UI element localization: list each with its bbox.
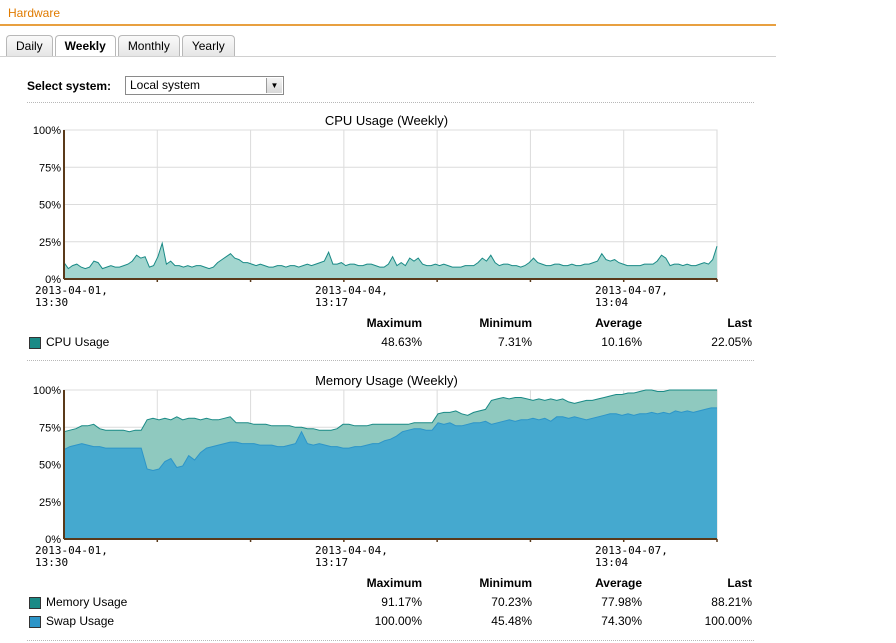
y-tick-label: 50% <box>39 460 61 472</box>
legend-label: Swap Usage <box>46 614 115 628</box>
tab-daily[interactable]: Daily <box>6 35 53 56</box>
x-tick-label: 13:17 <box>315 556 348 569</box>
system-select-value: Local system <box>130 78 201 92</box>
x-tick-label: 2013-04-07, <box>595 284 668 297</box>
x-tick-label: 2013-04-04, <box>315 544 388 557</box>
legend-label: Memory Usage <box>46 595 128 609</box>
y-tick-label: 75% <box>39 162 61 174</box>
x-tick-label: 13:04 <box>595 556 628 569</box>
divider <box>27 102 754 103</box>
stats-header-min: Minimum <box>479 576 532 590</box>
select-system-label: Select system: <box>27 79 112 93</box>
stats-row: Swap Usage 100.00% 45.48% 74.30% 100.00% <box>27 614 757 630</box>
series-line-swap-usage <box>63 407 717 472</box>
stats-header-avg: Average <box>595 576 642 590</box>
stat-last: 100.00% <box>704 614 752 628</box>
y-tick-label: 25% <box>39 497 61 509</box>
x-tick-label: 2013-04-04, <box>315 284 388 297</box>
y-tick-label: 0% <box>45 274 61 286</box>
chevron-down-icon[interactable]: ▼ <box>266 78 282 93</box>
tab-yearly[interactable]: Yearly <box>181 35 235 56</box>
stat-min: 45.48% <box>491 614 532 628</box>
tab-rule <box>0 56 776 57</box>
stats-row: Memory Usage 91.17% 70.23% 77.98% 88.21% <box>27 595 757 611</box>
stats-header-min: Minimum <box>479 316 532 330</box>
stat-max: 91.17% <box>381 595 422 609</box>
x-tick-label: 13:30 <box>35 296 68 309</box>
divider <box>27 640 754 641</box>
legend-label: CPU Usage <box>46 335 110 349</box>
x-tick-label: 2013-04-07, <box>595 544 668 557</box>
tab-monthly[interactable]: Monthly <box>117 35 180 56</box>
series-area-swap-usage <box>64 407 717 539</box>
x-tick-label: 13:04 <box>595 296 628 309</box>
y-tick-label: 0% <box>45 534 61 546</box>
x-tick-label: 2013-04-01, <box>35 544 108 557</box>
stat-max: 100.00% <box>374 614 422 628</box>
stat-avg: 77.98% <box>601 595 642 609</box>
stat-max: 48.63% <box>381 335 422 349</box>
legend-swatch <box>29 337 41 349</box>
stats-header-avg: Average <box>595 316 642 330</box>
title-rule <box>0 24 776 26</box>
stats-header-max: Maximum <box>366 576 422 590</box>
cpu-usage-chart: CPU Usage (Weekly) 0% 25% 50% 75% 100% 2013-04… <box>33 113 718 309</box>
divider <box>27 360 754 361</box>
stat-last: 22.05% <box>711 335 752 349</box>
system-select[interactable]: Local system ▼ <box>125 76 284 95</box>
stat-avg: 10.16% <box>601 335 642 349</box>
stats-row: CPU Usage 48.63% 7.31% 10.16% 22.05% <box>27 335 757 351</box>
y-tick-label: 100% <box>33 385 61 397</box>
stats-header-last: Last <box>727 316 752 330</box>
legend-swatch <box>29 597 41 609</box>
section-title: Hardware <box>8 6 61 20</box>
period-tabs: Daily Weekly Monthly Yearly <box>6 35 235 57</box>
y-tick-label: 75% <box>39 422 61 434</box>
stats-header-max: Maximum <box>366 316 422 330</box>
stats-header-last: Last <box>727 576 752 590</box>
chart-title: Memory Usage (Weekly) <box>315 373 458 388</box>
chart-title: CPU Usage (Weekly) <box>325 113 448 128</box>
x-tick-label: 13:30 <box>35 556 68 569</box>
series-line-memory-usage <box>63 389 717 433</box>
stat-min: 7.31% <box>497 335 532 349</box>
y-tick-label: 50% <box>39 200 61 212</box>
tab-weekly[interactable]: Weekly <box>54 35 116 57</box>
x-tick-label: 2013-04-01, <box>35 284 108 297</box>
memory-usage-chart: Memory Usage (Weekly) 0% 25% 50% 75% 100% 2013… <box>33 373 718 569</box>
y-tick-label: 25% <box>39 237 61 249</box>
stat-last: 88.21% <box>711 595 752 609</box>
series-line-cpu-usage <box>63 241 718 270</box>
stat-avg: 74.30% <box>601 614 642 628</box>
stat-min: 70.23% <box>491 595 532 609</box>
y-tick-label: 100% <box>33 125 61 137</box>
x-tick-label: 13:17 <box>315 296 348 309</box>
legend-swatch <box>29 616 41 628</box>
